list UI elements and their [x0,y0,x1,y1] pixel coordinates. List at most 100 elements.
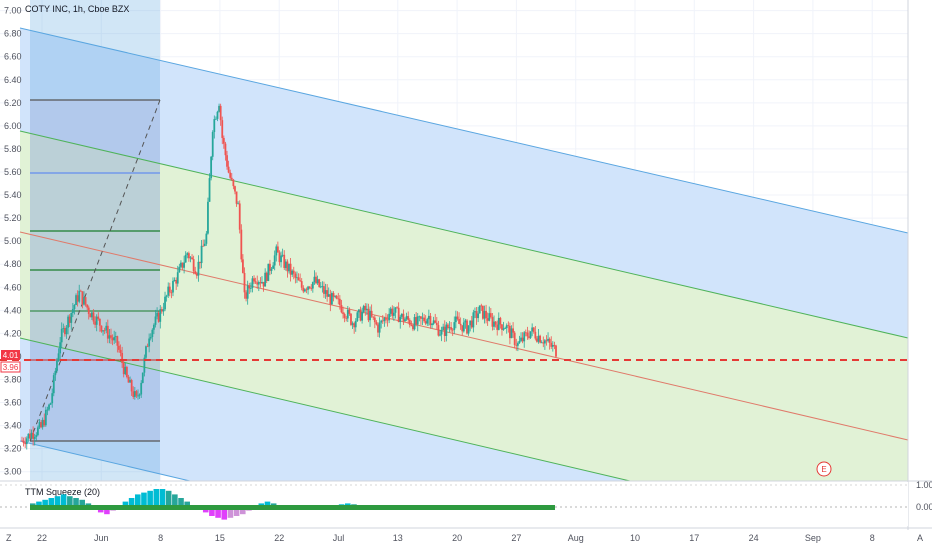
candle-body [540,342,543,344]
candle-body [44,409,47,426]
candle-body [24,442,27,445]
time-tick-label: Jun [94,533,109,543]
candle-body [381,320,384,322]
candle-body [275,246,278,256]
price-tick-label: 6.80 [4,29,22,39]
candle-body [40,422,42,428]
candle-body [73,304,76,309]
candle-body [43,419,46,426]
candle-body [496,324,499,330]
candle-body [351,323,354,325]
candle-body [36,427,39,436]
candle-body [130,380,133,392]
candle-body [423,317,425,322]
candle-body [98,318,101,326]
zoom-button-z[interactable]: Z [6,533,12,543]
candle-body [359,309,362,321]
candle-body [86,304,89,308]
candle-body [97,316,100,319]
histogram-bar [48,498,55,507]
candle-body [543,340,546,344]
price-axis-panel[interactable] [908,0,932,481]
candle-body [324,290,327,294]
candle-body [364,305,367,311]
candle-body [432,320,435,324]
candle-body [269,263,271,271]
candle-body [176,272,179,284]
candle-body [240,229,243,260]
candle-body [103,330,106,332]
candle-body [94,321,97,325]
candle-body [210,156,213,179]
candle-body [157,312,160,322]
candle-body [180,262,182,267]
candle-body [141,372,144,383]
auto-scale-button-a[interactable]: A [917,533,923,543]
candle-body [227,166,230,173]
candle-body [197,261,200,276]
candle-body [54,370,57,376]
earnings-marker-circle[interactable] [816,461,832,477]
candle-body [62,328,65,329]
candle-body [35,435,38,437]
histogram-bar [184,501,190,507]
candle-body [257,282,260,285]
candle-body [75,295,77,305]
candle-body [48,404,50,410]
price-tick-label: 4.40 [4,305,22,315]
histogram-bar [153,489,160,507]
candle-body [342,312,344,314]
candle-body [122,362,125,375]
candle-body [164,296,166,310]
price-tick-label: 5.40 [4,190,22,200]
histogram-bar [73,498,79,507]
histogram-bar [159,489,166,507]
price-badge-upper-text: 4.01 [3,351,19,360]
candle-body [200,245,203,264]
candle-body [343,313,346,318]
candle-body [254,281,257,283]
histogram-bar [178,498,184,507]
candle-body [539,335,542,343]
price-tick-label: 7.00 [4,6,22,16]
candle-body [524,332,527,334]
candle-body [474,311,476,313]
time-tick-label: 20 [452,533,462,543]
candle-body [49,403,52,405]
candle-body [375,322,378,325]
symbol-title[interactable]: COTY INC, 1h, Cboe BZX [25,4,129,14]
candle-body [64,328,66,335]
candle-body [102,330,104,332]
candle-body [354,320,357,328]
candle-body [504,328,507,329]
candle-body [391,308,394,316]
candle-body [509,325,511,339]
candle-body [133,391,136,398]
time-tick-label: 10 [630,533,640,543]
candle-body [81,291,84,305]
price-axis-labels: 7.00 6.80 6.60 6.40 6.20 6.00 5.80 5.60 5.40 5.20… [4,6,22,477]
candle-body [332,293,335,297]
green-band [20,131,908,481]
candle-body [292,270,295,274]
histogram-bar [122,501,129,507]
candle-body [226,155,228,167]
candle-body [95,316,98,325]
candle-body [248,285,251,289]
candle-body [480,305,483,307]
indicator-title[interactable]: TTM Squeeze (20) [25,487,100,497]
histogram-bar [240,507,246,515]
histogram-bar [147,490,153,507]
price-tick-label: 3.60 [4,398,22,408]
candle-body [334,295,336,297]
candle-body [138,394,141,396]
candle-body [477,313,480,319]
candle-body [486,318,489,321]
price-tick-label: 4.80 [4,259,22,269]
candle-body [251,278,254,288]
candle-body [464,320,467,323]
candle-body [302,287,305,292]
candle-body [547,338,549,341]
candle-body [111,337,114,341]
